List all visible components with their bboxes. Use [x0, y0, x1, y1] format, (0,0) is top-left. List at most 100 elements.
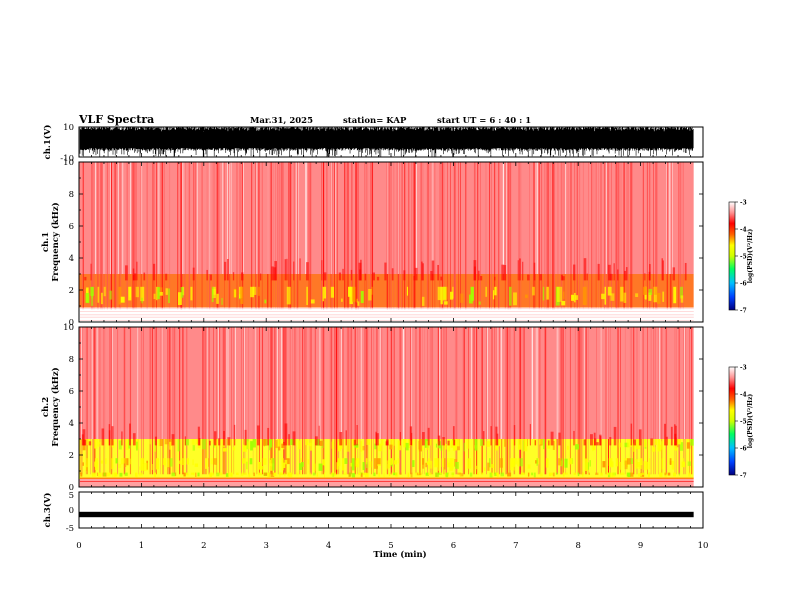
time-tick-label: 0 [76, 541, 81, 551]
sferic-top [661, 258, 663, 281]
emission-patch [560, 286, 563, 302]
emission-patch [657, 439, 661, 449]
sferic-top [644, 273, 646, 281]
sferic-top [529, 424, 531, 446]
emission-patch [641, 472, 645, 476]
emission-patch [364, 472, 369, 478]
emission-patch [246, 458, 248, 470]
ch1-spectrogram-panel: 0 2 4 6 8 10 ch.1 Frequency (kHz) [41, 158, 704, 328]
emission-patch [561, 458, 563, 466]
emission-patch [387, 464, 391, 469]
emission-patch [368, 461, 372, 468]
emission-patch [144, 463, 148, 471]
emission-patch [218, 472, 223, 476]
emission-patch [489, 458, 491, 468]
emission-patch [216, 472, 220, 477]
emission-patch [474, 439, 478, 451]
sferic-top [210, 274, 213, 281]
emission-patch [527, 472, 530, 477]
emission-patch [362, 462, 365, 471]
emission-patch [260, 465, 264, 470]
sferic-top [306, 262, 309, 281]
emission-patch [403, 439, 406, 448]
sferic-top [561, 276, 565, 281]
emission-patch [296, 472, 299, 476]
emission-patch [422, 445, 424, 451]
emission-patch [477, 472, 479, 475]
emission-patch [120, 296, 125, 303]
sferic-top [192, 267, 195, 281]
emission-patch [440, 286, 443, 305]
sferic-top [284, 259, 287, 281]
emission-patch [202, 439, 206, 450]
emission-patch [517, 439, 522, 450]
emission-patch [425, 462, 428, 468]
colorbar-tick-label: -6 [740, 446, 747, 453]
y-tick-label: 2 [69, 286, 74, 296]
emission-patch [686, 442, 691, 449]
sferic-top [143, 272, 146, 281]
sferic-top [594, 438, 597, 446]
sferic-top [213, 431, 217, 446]
emission-patch [222, 448, 227, 452]
emission-patch [368, 288, 372, 301]
sferic-top [648, 271, 651, 281]
emission-patch [591, 440, 596, 450]
ch2-colorbar-label: log(PSD)(V²/Hz) [747, 394, 754, 449]
emission-patch [489, 472, 493, 478]
ch2-colorbar-gradient [728, 366, 736, 476]
sferic-top [684, 262, 687, 281]
sferic-top [358, 262, 362, 281]
emission-patch [271, 458, 273, 467]
emission-patch [264, 299, 267, 304]
sferic-top [422, 432, 425, 446]
emission-patch [319, 440, 323, 446]
emission-patch [595, 472, 599, 476]
emission-patch [195, 439, 199, 445]
emission-patch [404, 439, 407, 448]
emission-patch [405, 442, 409, 451]
emission-patch [673, 286, 677, 304]
emission-patch [180, 287, 184, 298]
colorbar-tick-label: -6 [740, 281, 747, 288]
sferic-top [241, 272, 244, 281]
sferic-top [414, 267, 418, 281]
emission-patch [562, 472, 565, 477]
sferic-top [560, 274, 563, 281]
emission-patch [440, 444, 443, 451]
emission-patch [330, 472, 334, 477]
emission-patch [103, 286, 106, 297]
emission-patch [177, 439, 180, 452]
emission-patch [373, 472, 376, 477]
emission-patch [466, 439, 470, 449]
sferic-top [136, 261, 138, 281]
emission-patch [295, 439, 297, 446]
emission-patch [399, 472, 402, 475]
emission-patch [234, 289, 237, 298]
sferic-top [271, 266, 274, 281]
emission-patch [272, 458, 275, 471]
emission-patch [671, 460, 675, 470]
emission-patch [435, 443, 437, 448]
emission-patch [205, 458, 207, 469]
ch1-spectrogram-ylabel-frequency: Frequency (kHz) [50, 202, 61, 281]
emission-patch [483, 467, 486, 471]
sferic-top [583, 439, 586, 446]
y-tick-label: 8 [69, 190, 74, 200]
emission-patch [525, 294, 528, 298]
sferic-top [292, 431, 296, 446]
emission-patch [354, 443, 359, 448]
emission-patch [475, 465, 478, 470]
emission-patch [630, 472, 634, 477]
sferic-top [90, 263, 92, 281]
emission-patch [242, 444, 247, 452]
emission-patch [418, 472, 422, 476]
emission-patch [491, 472, 494, 476]
emission-patch [584, 458, 589, 471]
sferic-top [411, 432, 413, 446]
sferic-top [672, 267, 676, 281]
emission-patch [252, 439, 256, 448]
emission-patch [270, 439, 273, 448]
emission-patch [449, 442, 451, 451]
sferic-top [350, 269, 353, 281]
